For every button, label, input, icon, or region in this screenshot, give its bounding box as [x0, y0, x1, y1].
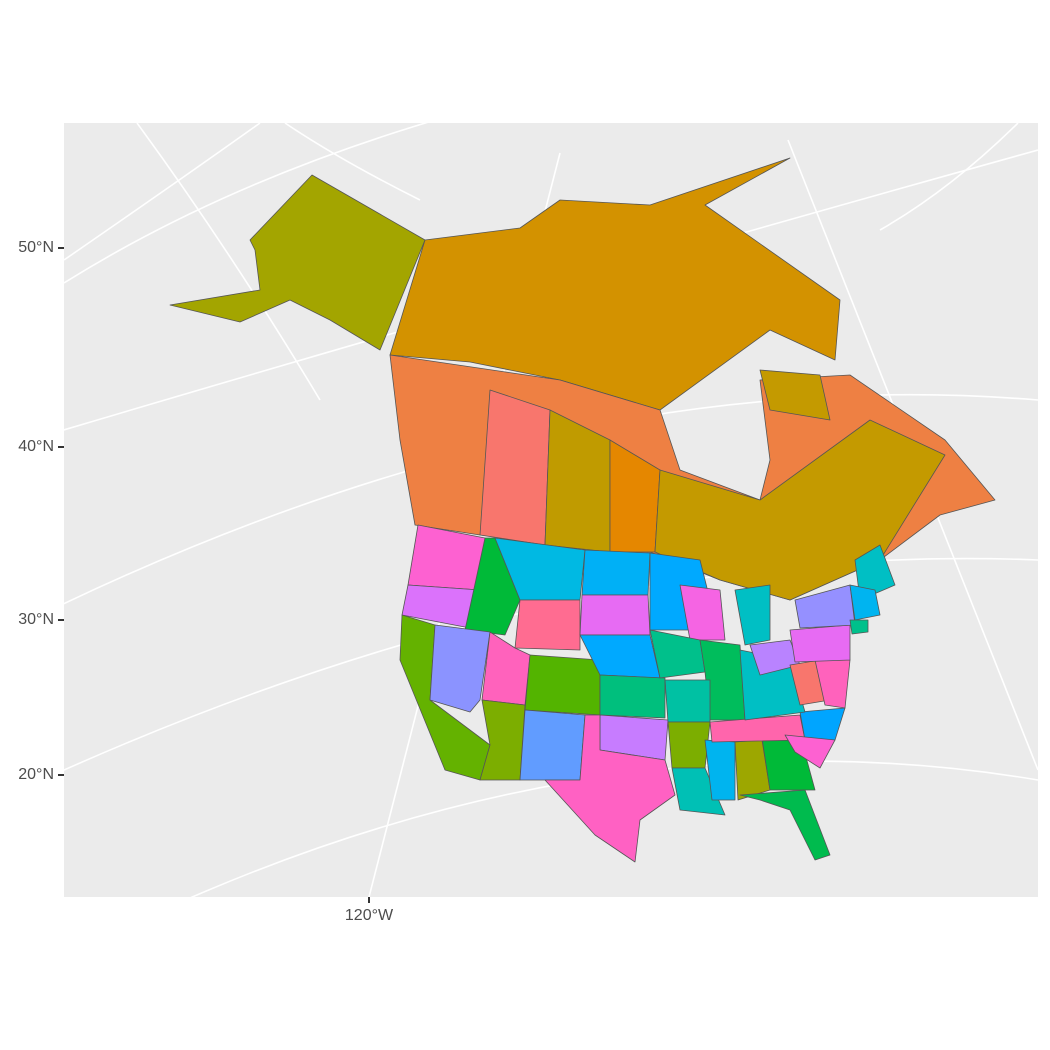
region	[544, 714, 676, 863]
region	[759, 369, 831, 421]
y-tick-label: 50°N	[18, 239, 54, 256]
region	[389, 157, 841, 411]
region	[514, 599, 581, 651]
region	[479, 389, 551, 546]
meridian	[879, 123, 1019, 231]
region	[664, 679, 711, 723]
axes: 50°N 40°N 30°N 20°N 120°W	[18, 239, 394, 924]
region	[699, 639, 746, 721]
parallel	[64, 123, 429, 284]
meridian	[64, 123, 261, 261]
region	[581, 549, 651, 596]
region	[599, 674, 666, 719]
region	[169, 174, 426, 351]
y-tick-label: 40°N	[18, 438, 54, 455]
region	[519, 709, 586, 781]
region	[667, 721, 711, 769]
region	[739, 789, 831, 861]
x-tick-label: 120°W	[345, 907, 394, 924]
region	[524, 654, 601, 716]
region	[789, 624, 851, 663]
meridian	[284, 123, 421, 201]
y-tick-label: 30°N	[18, 611, 54, 628]
region	[479, 699, 526, 781]
region	[849, 584, 881, 621]
region	[849, 619, 869, 635]
region	[784, 734, 836, 769]
region	[679, 584, 726, 641]
region	[429, 624, 491, 713]
region	[464, 537, 521, 636]
region	[671, 767, 726, 816]
meridian	[136, 123, 321, 401]
y-tick-label: 20°N	[18, 766, 54, 783]
region	[579, 594, 651, 636]
region	[734, 584, 771, 646]
regions	[169, 157, 996, 863]
